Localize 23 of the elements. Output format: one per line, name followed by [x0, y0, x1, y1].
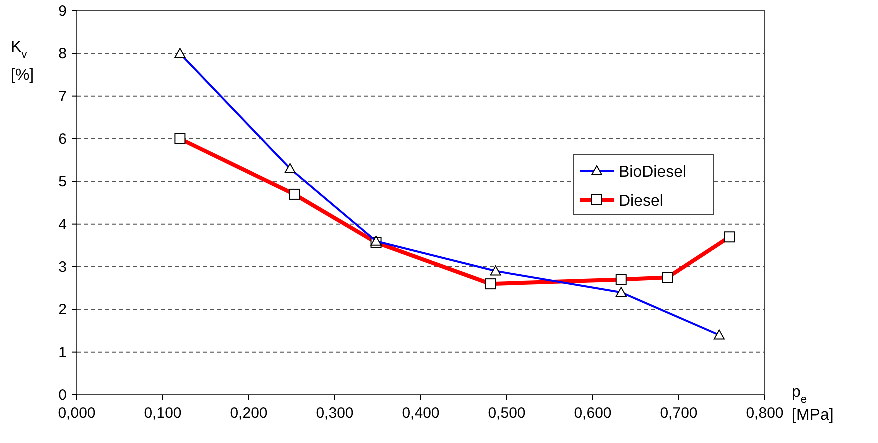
y-tick-label: 0 [58, 387, 67, 404]
y-tick-label: 4 [58, 216, 67, 234]
y-tick-label: 9 [58, 3, 67, 20]
x-tick-label: 0,000 [58, 405, 96, 422]
x-tick-label: 0,400 [402, 405, 440, 422]
y-tick-label: 1 [58, 344, 67, 362]
y-tick-label: 7 [58, 88, 67, 106]
x-tick-label: 0,100 [144, 405, 182, 422]
x-tick-label: 0,300 [316, 405, 354, 422]
y-tick-label: 5 [58, 174, 67, 191]
y-tick-label: 6 [58, 131, 67, 148]
legend-label: Diesel [619, 193, 664, 210]
legend-label: BioDiesel [619, 164, 687, 181]
x-tick-label: 0,200 [230, 405, 268, 422]
x-axis-title: p$_{e}$ [MPa] [792, 384, 834, 424]
x-tick-label: 0,500 [488, 405, 526, 422]
y-tick-label: 3 [58, 259, 67, 276]
x-tick-label: 0,700 [660, 405, 698, 422]
y-axis-title: K$_{v}$ [%] [11, 39, 34, 84]
y-tick-label: 8 [58, 46, 67, 63]
y-tick-label: 2 [58, 302, 67, 319]
x-tick-label: 0,800 [746, 405, 784, 422]
x-tick-label: 0,600 [574, 405, 612, 422]
